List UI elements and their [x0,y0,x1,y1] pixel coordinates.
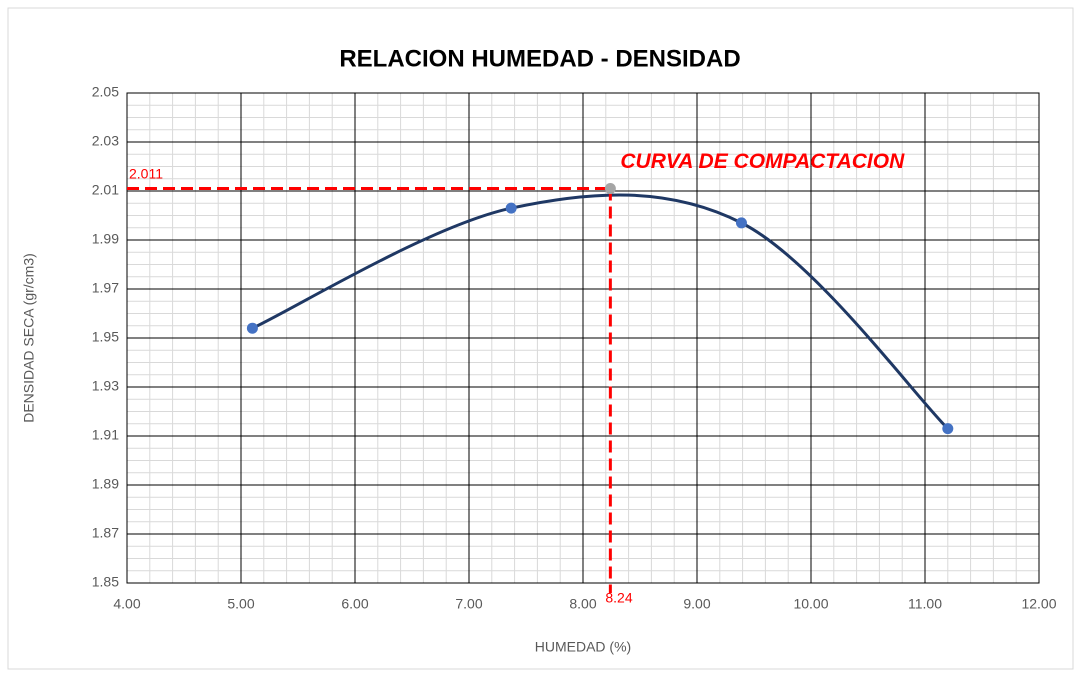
data-point [505,202,517,214]
annotation: CURVA DE COMPACTACION [620,150,905,173]
x-tick-label: 5.00 [227,596,254,612]
y-tick-label: 1.97 [92,280,119,296]
y-tick-label: 2.05 [92,84,119,100]
optimum-x-label: 8.24 [605,590,632,606]
y-axis-label: DENSIDAD SECA (gr/cm3) [21,253,37,423]
data-point [735,217,747,229]
y-tick-label: 1.99 [92,231,119,247]
optimum-y-label: 2.011 [129,165,163,181]
y-tick-label: 2.03 [92,133,119,149]
y-tick-label: 1.85 [92,574,119,590]
curve [251,193,949,430]
x-tick-label: 9.00 [683,596,710,612]
y-tick-label: 1.87 [92,525,119,541]
optimum-point [604,183,616,195]
x-tick-label: 7.00 [455,596,482,612]
x-tick-label: 10.00 [793,596,828,612]
data-point [246,322,258,334]
y-tick-label: 1.93 [92,378,119,394]
y-tick-label: 2.01 [92,182,119,198]
chart-title: RELACION HUMEDAD - DENSIDAD [339,45,740,72]
x-tick-label: 8.00 [569,596,596,612]
x-axis-label: HUMEDAD (%) [535,639,631,655]
y-tick-label: 1.91 [92,427,119,443]
y-tick-label: 1.89 [92,476,119,492]
data-point [942,423,954,435]
plot-border [126,92,1040,584]
x-tick-label: 11.00 [908,596,942,612]
x-tick-label: 12.00 [1021,596,1056,612]
x-tick-label: 6.00 [341,596,368,612]
y-tick-label: 1.95 [92,329,119,345]
x-tick-label: 4.00 [113,596,140,612]
